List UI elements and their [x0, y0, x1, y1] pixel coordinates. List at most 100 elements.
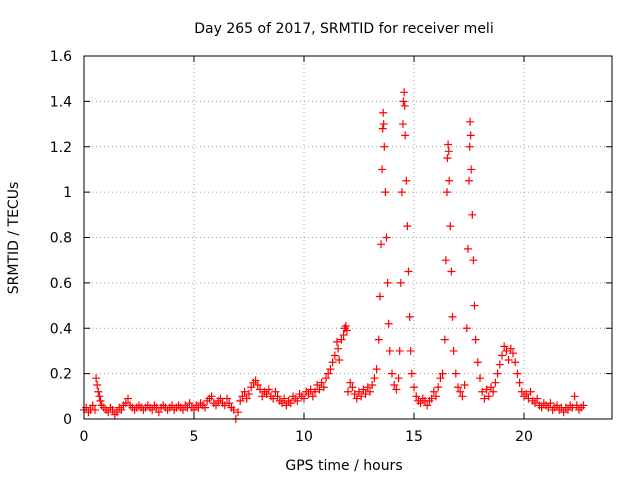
data-point: [269, 394, 278, 403]
chart-title: Day 265 of 2017, SRMTID for receiver mel…: [194, 21, 493, 37]
data-point: [381, 188, 390, 197]
data-point: [92, 374, 101, 383]
data-point: [517, 387, 526, 396]
data-point: [449, 346, 458, 355]
data-point: [416, 399, 425, 408]
data-point: [473, 358, 482, 367]
data-point: [460, 380, 469, 389]
data-point: [352, 394, 361, 403]
data-point: [447, 267, 456, 276]
data-point: [400, 101, 409, 110]
data-point: [394, 374, 403, 383]
data-point: [264, 385, 273, 394]
data-point: [531, 399, 539, 408]
data-point: [278, 399, 286, 408]
data-point: [401, 131, 410, 140]
data-point: [467, 165, 476, 174]
data-point: [304, 390, 313, 399]
data-point: [330, 351, 339, 360]
data-point: [242, 394, 251, 403]
data-point: [385, 346, 394, 355]
data-point: [117, 405, 126, 414]
data-point: [484, 392, 493, 401]
data-point: [280, 394, 289, 403]
data-point: [368, 380, 377, 389]
data-point: [443, 154, 452, 163]
data-point: [104, 408, 113, 417]
data-point: [478, 387, 487, 396]
data-point: [412, 392, 421, 401]
data-point: [342, 326, 351, 335]
data-point: [470, 301, 479, 310]
data-point: [220, 401, 229, 410]
data-point: [444, 140, 453, 149]
data-point: [400, 88, 409, 97]
y-tick-label: 0.6: [50, 276, 72, 292]
data-point: [380, 142, 389, 151]
data-point: [546, 399, 555, 408]
data-point: [568, 403, 577, 412]
data-point: [570, 392, 579, 401]
data-point: [378, 165, 387, 174]
data-point: [468, 210, 477, 219]
data-point: [384, 319, 393, 328]
data-point: [326, 365, 335, 374]
data-point: [489, 387, 498, 396]
data-point: [262, 390, 271, 399]
data-point: [451, 369, 460, 378]
data-point: [440, 335, 449, 344]
data-point: [405, 312, 414, 321]
data-point: [493, 369, 502, 378]
data-points: [80, 88, 588, 423]
data-point: [370, 374, 379, 383]
data-point: [495, 360, 504, 369]
x-tick-label: 20: [515, 429, 533, 445]
data-point: [504, 356, 513, 365]
data-point: [346, 378, 355, 387]
x-tick-label: 5: [190, 429, 199, 445]
data-point: [399, 97, 408, 106]
data-point: [238, 392, 247, 401]
data-point: [375, 292, 384, 301]
data-point: [462, 324, 471, 333]
data-point: [397, 188, 406, 197]
data-point: [113, 408, 121, 417]
data-point: [344, 387, 352, 396]
data-point: [402, 176, 411, 185]
data-point: [404, 267, 413, 276]
data-point: [392, 385, 401, 394]
data-point: [491, 378, 500, 387]
data-point: [212, 401, 220, 410]
axis-ticks: 0 5 10 15 20 0 0.2 0.4 0.6 0.8 1 1.2 1.4 1.6: [50, 49, 612, 445]
data-point: [335, 356, 344, 365]
data-point: [245, 390, 253, 399]
data-point: [511, 358, 520, 367]
data-point: [432, 392, 440, 401]
data-point: [334, 344, 343, 353]
data-point: [506, 344, 515, 353]
data-point: [434, 383, 443, 392]
data-point: [308, 392, 317, 401]
data-point: [579, 401, 588, 410]
data-point: [357, 392, 366, 401]
data-point: [458, 392, 467, 401]
data-point: [465, 176, 473, 185]
data-point: [465, 142, 474, 151]
data-point: [553, 401, 561, 410]
data-point: [379, 120, 388, 129]
data-point: [179, 405, 187, 414]
data-point: [339, 331, 348, 340]
data-point: [328, 358, 337, 367]
data-point: [91, 405, 99, 414]
data-point: [466, 131, 475, 140]
data-point: [436, 374, 445, 383]
data-point: [207, 392, 216, 401]
data-point: [500, 342, 509, 351]
y-tick-label: 0.4: [50, 321, 72, 337]
data-point: [88, 401, 97, 410]
y-tick-label: 1.2: [50, 140, 72, 156]
x-axis-label: GPS time / hours: [285, 458, 402, 474]
y-tick-label: 0.8: [50, 231, 72, 247]
data-point: [526, 387, 535, 396]
y-tick-label: 1.4: [50, 94, 72, 110]
